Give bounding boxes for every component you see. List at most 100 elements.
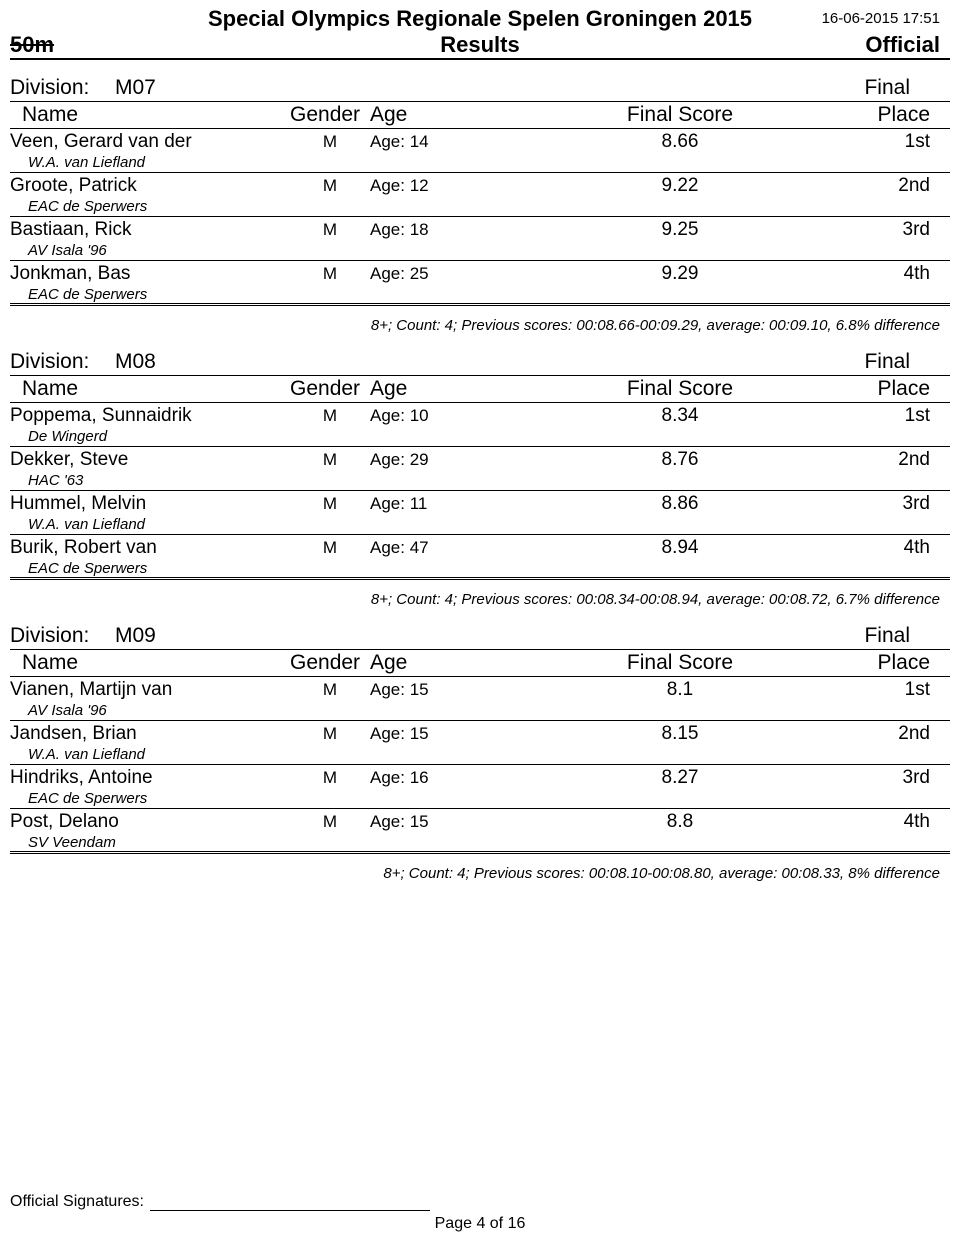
division-code: M08 (115, 350, 156, 374)
athlete-place: 2nd (780, 175, 950, 197)
col-gender: Gender (290, 103, 370, 127)
result-row: Jonkman, BasMAge: 259.294thEAC de Sperwe… (10, 261, 950, 304)
col-gender: Gender (290, 651, 370, 675)
result-main: Jandsen, BrianMAge: 158.152nd (10, 723, 950, 745)
athlete-name: Poppema, Sunnaidrik (10, 405, 290, 427)
columns-row: NameGenderAgeFinal ScorePlace (10, 102, 950, 129)
athlete-club: AV Isala '96 (10, 702, 950, 719)
athlete-name: Groote, Patrick (10, 175, 290, 197)
athlete-age: Age: 18 (370, 220, 580, 240)
athlete-place: 3rd (780, 219, 950, 241)
division-stats: 8+; Count: 4; Previous scores: 00:08.66-… (10, 317, 950, 334)
division-header: Division:M07Final (10, 76, 950, 102)
signature-line (150, 1210, 430, 1211)
columns-row: NameGenderAgeFinal ScorePlace (10, 376, 950, 403)
athlete-age: Age: 16 (370, 768, 580, 788)
result-row: Jandsen, BrianMAge: 158.152ndW.A. van Li… (10, 721, 950, 765)
athlete-place: 4th (780, 811, 950, 833)
division-stats: 8+; Count: 4; Previous scores: 00:08.34-… (10, 591, 950, 608)
result-row: Bastiaan, RickMAge: 189.253rdAV Isala '9… (10, 217, 950, 261)
athlete-place: 3rd (780, 767, 950, 789)
athlete-place: 1st (780, 679, 950, 701)
athlete-name: Burik, Robert van (10, 537, 290, 559)
result-row: Poppema, SunnaidrikMAge: 108.341stDe Win… (10, 403, 950, 447)
division-end-rule (10, 303, 950, 307)
division-code: M07 (115, 76, 156, 100)
athlete-gender: M (290, 176, 370, 196)
athlete-club: EAC de Sperwers (10, 198, 950, 215)
athlete-place: 4th (780, 537, 950, 559)
athlete-age: Age: 25 (370, 264, 580, 284)
col-score: Final Score (580, 651, 780, 675)
result-row: Hummel, MelvinMAge: 118.863rdW.A. van Li… (10, 491, 950, 535)
athlete-gender: M (290, 680, 370, 700)
result-main: Bastiaan, RickMAge: 189.253rd (10, 219, 950, 241)
signature-row: Official Signatures: (10, 1193, 950, 1211)
division-label: Division: (10, 624, 115, 648)
athlete-gender: M (290, 812, 370, 832)
col-name: Name (10, 651, 290, 675)
result-main: Hummel, MelvinMAge: 118.863rd (10, 493, 950, 515)
athlete-score: 8.94 (580, 537, 780, 559)
division-header: Division:M09 Final (10, 624, 950, 650)
athlete-name: Jonkman, Bas (10, 263, 290, 285)
athlete-name: Jandsen, Brian (10, 723, 290, 745)
athlete-gender: M (290, 264, 370, 284)
athlete-gender: M (290, 538, 370, 558)
athlete-age: Age: 12 (370, 176, 580, 196)
division-label: Division: (10, 350, 115, 374)
athlete-club: EAC de Sperwers (10, 790, 950, 807)
official-label: Official (865, 32, 940, 58)
athlete-club: De Wingerd (10, 428, 950, 445)
columns-row: NameGenderAgeFinal ScorePlace (10, 650, 950, 677)
col-score: Final Score (580, 103, 780, 127)
division-block: Division:M07FinalNameGenderAgeFinal Scor… (10, 76, 950, 334)
athlete-place: 2nd (780, 449, 950, 471)
athlete-age: Age: 15 (370, 724, 580, 744)
division-stats: 8+; Count: 4; Previous scores: 00:08.10-… (10, 865, 950, 882)
athlete-place: 3rd (780, 493, 950, 515)
athlete-gender: M (290, 450, 370, 470)
timestamp: 16-06-2015 17:51 (822, 10, 940, 27)
footer: Official Signatures: Page 4 of 16 (10, 1193, 950, 1233)
athlete-name: Hindriks, Antoine (10, 767, 290, 789)
division-header: Division:M08 Final (10, 350, 950, 376)
page-title: Special Olympics Regionale Spelen Gronin… (208, 6, 752, 31)
result-main: Poppema, SunnaidrikMAge: 108.341st (10, 405, 950, 427)
result-row: Hindriks, AntoineMAge: 168.273rdEAC de S… (10, 765, 950, 809)
athlete-name: Hummel, Melvin (10, 493, 290, 515)
athlete-club: AV Isala '96 (10, 242, 950, 259)
col-name: Name (10, 377, 290, 401)
athlete-place: 1st (780, 405, 950, 427)
athlete-age: Age: 47 (370, 538, 580, 558)
col-gender: Gender (290, 377, 370, 401)
athlete-age: Age: 14 (370, 132, 580, 152)
athlete-place: 1st (780, 131, 950, 153)
page-header: Special Olympics Regionale Spelen Gronin… (10, 6, 950, 32)
division-end-rule (10, 577, 950, 581)
signature-label: Official Signatures: (10, 1193, 144, 1211)
result-main: Vianen, Martijn vanMAge: 158.11st (10, 679, 950, 701)
result-row: Vianen, Martijn vanMAge: 158.11stAV Isal… (10, 677, 950, 721)
col-name: Name (10, 103, 290, 127)
division-block: Division:M08 FinalNameGenderAgeFinal Scor… (10, 350, 950, 608)
result-row: Dekker, SteveMAge: 298.762ndHAC '63 (10, 447, 950, 491)
athlete-gender: M (290, 494, 370, 514)
athlete-club: EAC de Sperwers (10, 560, 950, 577)
final-label: Final (864, 350, 910, 374)
col-place: Place (780, 377, 950, 401)
division-label: Division: (10, 76, 115, 100)
col-age: Age (370, 103, 580, 127)
result-row: Post, DelanoMAge: 158.84thSV Veendam (10, 809, 950, 852)
athlete-age: Age: 10 (370, 406, 580, 426)
athlete-club: W.A. van Liefland (10, 746, 950, 763)
athlete-club: HAC '63 (10, 472, 950, 489)
result-row: Veen, Gerard van derMAge: 148.661stW.A. … (10, 129, 950, 173)
division-code: M09 (115, 624, 156, 648)
final-label: Final (864, 624, 910, 648)
athlete-gender: M (290, 406, 370, 426)
result-main: Hindriks, AntoineMAge: 168.273rd (10, 767, 950, 789)
division-end-rule (10, 851, 950, 855)
subheader-row: 50m Results Official (10, 32, 950, 60)
athlete-club: W.A. van Liefland (10, 154, 950, 171)
